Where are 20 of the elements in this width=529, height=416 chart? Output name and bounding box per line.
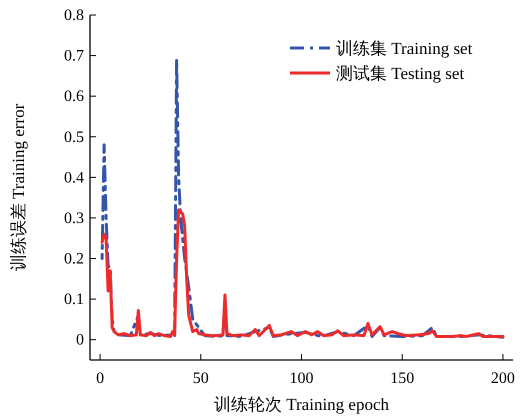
- y-tick-label: 0.4: [64, 169, 84, 186]
- legend-label: 测试集 Testing set: [336, 64, 464, 83]
- y-tick-label: 0.3: [64, 210, 84, 227]
- y-tick-label: 0.8: [64, 7, 84, 24]
- y-tick-label: 0.2: [64, 250, 84, 268]
- y-tick-label: 0.7: [64, 48, 84, 65]
- line-series: [100, 58, 504, 339]
- y-tick-label: 0.6: [64, 88, 84, 106]
- x-tick-label: 100: [290, 370, 314, 387]
- y-tick-label: 0.1: [64, 291, 84, 308]
- x-tick-label: 150: [390, 370, 414, 387]
- y-tick-label: 0.5: [64, 128, 84, 146]
- x-tick-label: 0: [96, 370, 104, 387]
- x-axis-title: 训练轮次 Training epoch: [214, 395, 390, 414]
- y-tick-label: 0: [76, 332, 84, 349]
- x-tick-label: 50: [192, 370, 209, 387]
- line-series: [100, 208, 504, 338]
- legend-label: 训练集 Training set: [336, 39, 473, 58]
- y-axis-title: 训练误差 Training error: [9, 103, 28, 272]
- x-tick-label: 200: [490, 370, 515, 387]
